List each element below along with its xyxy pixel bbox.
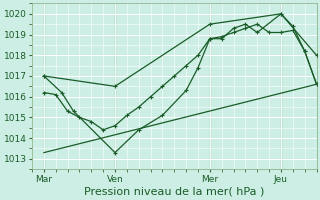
X-axis label: Pression niveau de la mer( hPa ): Pression niveau de la mer( hPa ) [84, 187, 264, 197]
